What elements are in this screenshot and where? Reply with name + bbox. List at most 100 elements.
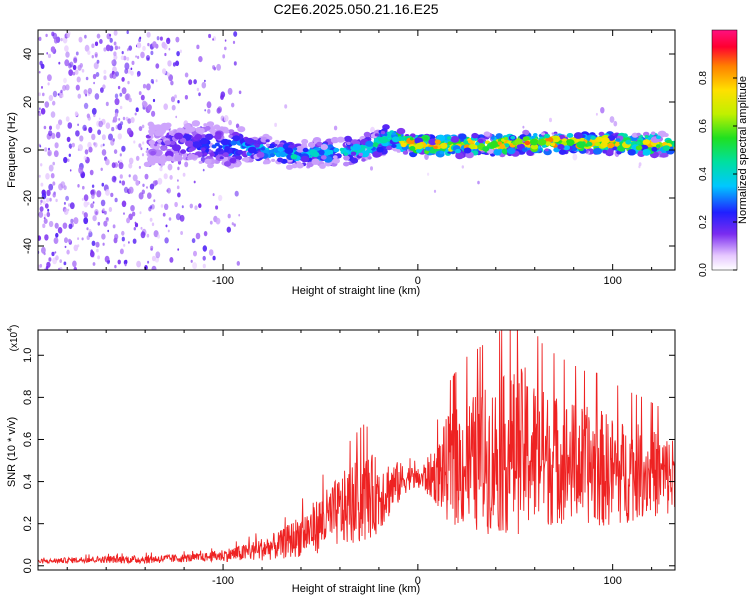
spectrogram-cell [46, 52, 49, 55]
spectrogram-cell [391, 132, 396, 136]
colorbar-tick-label: 0.4 [698, 167, 709, 181]
spectrogram-cell [320, 144, 329, 150]
x-tick-label: -100 [212, 275, 234, 287]
spectrogram-cell [202, 168, 205, 172]
spectrogram-cell [427, 172, 430, 176]
spectrogram-cell [227, 87, 233, 95]
spectrogram-cell [94, 93, 100, 100]
spectrogram-cell [140, 51, 145, 59]
spectrogram-cell [147, 192, 152, 199]
spectrogram-cell [193, 79, 197, 85]
spectrogram-cell [144, 173, 149, 180]
spectrogram-cell [136, 42, 142, 49]
spectrogram-cell [60, 181, 66, 189]
spectrogram-cell [121, 200, 127, 208]
spectrogram-cell [60, 37, 63, 42]
spectrogram-cell [82, 185, 85, 190]
spectrogram-cell [237, 149, 243, 155]
spectrogram-cell [119, 180, 122, 184]
spectrogram-cell [147, 104, 152, 111]
spectrogram-cell [402, 150, 409, 155]
spectrogram-cell [208, 33, 212, 39]
spectrogram-cell [83, 89, 88, 95]
spectrogram-cell [121, 87, 127, 95]
spectrogram-cell [44, 234, 49, 241]
spectrogram-cell [157, 234, 160, 239]
spectrogram-cell [424, 153, 429, 160]
spectrogram-cell [52, 161, 55, 166]
spectrogram-cell [114, 233, 119, 240]
spectrogram-cell [42, 92, 45, 97]
spectrogram-cell [650, 131, 656, 136]
spectrogram-cell [152, 41, 157, 48]
spectrogram-cell [58, 61, 61, 65]
spectrogram-cell [669, 146, 674, 150]
spectrogram-cell [598, 131, 605, 137]
spectrogram-cell [128, 97, 132, 103]
spectrogram-cell [114, 98, 120, 106]
spectrogram-cell [103, 75, 107, 80]
spectrogram-cell [607, 142, 615, 149]
spectrogram-cell [142, 141, 145, 145]
spectrogram-cell [54, 251, 57, 254]
spectrogram-cell [177, 179, 179, 182]
spectrogram-cell [233, 31, 238, 37]
spectrogram-cell [128, 174, 131, 178]
spectrogram-cell [204, 79, 206, 83]
spectrogram-cell [198, 160, 203, 164]
spectrogram-cell [328, 144, 333, 148]
spectrogram-cell [126, 48, 129, 52]
spectrogram-cell [91, 43, 95, 49]
y-tick-label: 0.0 [22, 558, 34, 573]
spectrogram-cell [122, 116, 126, 121]
spectrogram-cell [350, 151, 357, 156]
spectrogram-cell [39, 202, 42, 206]
spectrogram-cell [228, 129, 235, 135]
spectrogram-cell [209, 152, 215, 157]
spectrogram-cell [140, 226, 143, 230]
y-tick-label: 40 [22, 48, 34, 60]
spectrogram-cell [47, 82, 50, 86]
spectrogram-cell [90, 250, 95, 258]
spectrogram-cell [123, 212, 125, 215]
spectrogram-cell [83, 217, 89, 225]
spectrogram-cell [88, 229, 92, 234]
spectrogram-cell [146, 31, 151, 38]
spectrogram-cell [126, 30, 129, 34]
spectrogram-cell [477, 180, 480, 185]
spectrogram-cell [238, 213, 241, 217]
spectrogram-cell [232, 135, 241, 142]
spectrogram-cell [154, 129, 163, 137]
spectrogram-cell [203, 152, 208, 156]
spectrogram-cell [235, 155, 242, 161]
spectrogram-cell [360, 150, 370, 158]
spectrogram-cell [656, 135, 661, 140]
spectrogram-cell [192, 262, 198, 270]
spectrogram-cell [220, 94, 224, 100]
spectrogram-cell [133, 140, 136, 144]
spectrogram-cell [195, 232, 201, 240]
spectrogram-cell [52, 100, 56, 106]
spectrogram-cell [260, 147, 266, 151]
spectrogram-cell [167, 229, 170, 233]
spectrogram-cell [177, 248, 180, 251]
spectrogram-cell [223, 115, 229, 122]
spectrogram-cell [128, 163, 133, 169]
snr-line-plot [38, 330, 675, 565]
spectrogram-cell [66, 249, 70, 255]
spectrogram-cell [41, 86, 43, 89]
spectrogram-cell [101, 233, 106, 240]
spectrogram-cell [97, 255, 100, 260]
spectrogram-cell [52, 181, 56, 186]
spectrogram-cell [166, 187, 171, 194]
spectrogram-cell [130, 205, 135, 212]
spectrogram-cell [181, 205, 184, 209]
spectrogram-cell [97, 129, 101, 135]
spectrogram-cell [174, 153, 179, 157]
spectrogram-cell [91, 240, 96, 246]
spectrogram-cell [43, 125, 47, 130]
spectrogram-cell [44, 101, 50, 108]
spectrogram-cell [291, 163, 298, 169]
spectrogram-cell [269, 153, 275, 158]
spectrogram-cell [179, 214, 185, 222]
